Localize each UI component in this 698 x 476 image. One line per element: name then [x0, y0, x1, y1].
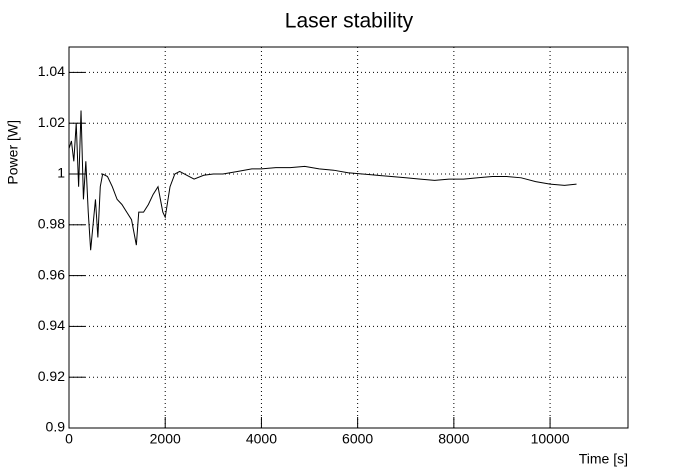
x-tick-label: 8000 — [438, 431, 469, 447]
y-tick-label: 0.9 — [46, 419, 66, 435]
x-tick-label: 4000 — [246, 431, 277, 447]
y-tick-label: 0.96 — [38, 266, 65, 282]
y-tick-label: 1.02 — [38, 114, 65, 130]
y-tick-label: 0.92 — [38, 368, 65, 384]
y-tick-label: 1 — [57, 165, 65, 181]
x-tick-label: 10000 — [531, 431, 570, 447]
x-tick-label: 6000 — [342, 431, 373, 447]
x-tick-label: 2000 — [150, 431, 181, 447]
y-tick-label: 0.94 — [38, 317, 65, 333]
plot-frame — [68, 46, 629, 429]
y-tick-label: 1.04 — [38, 63, 65, 79]
chart-title: Laser stability — [285, 10, 414, 33]
y-axis-title: Power [W] — [5, 120, 21, 185]
data-line — [68, 110, 577, 251]
x-axis-title: Time [s] — [579, 451, 628, 467]
x-tick-label: 0 — [65, 431, 73, 447]
y-tick-label: 0.98 — [38, 216, 65, 232]
